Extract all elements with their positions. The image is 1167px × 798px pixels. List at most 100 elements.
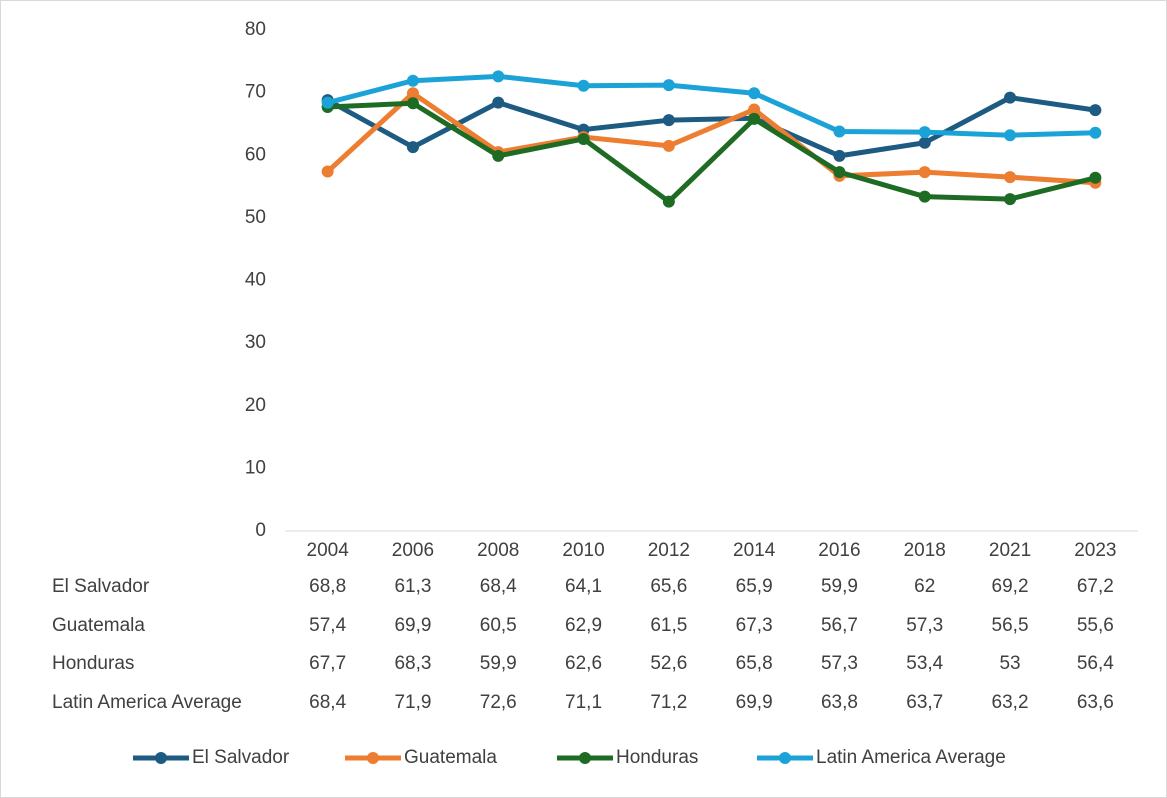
- data-point: [918, 136, 931, 149]
- data-point: [918, 190, 931, 203]
- table-cell: 61,5: [650, 615, 687, 636]
- series-line: [327, 100, 1096, 205]
- series-line: [325, 90, 1096, 186]
- data-point: [748, 87, 761, 100]
- x-tick-label: 2004: [307, 540, 350, 561]
- table-cell: 71,2: [650, 692, 687, 713]
- data-point: [492, 70, 505, 83]
- data-point: [1089, 104, 1102, 117]
- table-cell: 64,1: [565, 576, 602, 597]
- x-tick-label: 2014: [733, 540, 776, 561]
- table-cell: 69,2: [992, 576, 1029, 597]
- table-cell: 55,6: [1077, 615, 1114, 636]
- x-tick-label: 2010: [562, 540, 604, 561]
- table-cell: 67,7: [309, 653, 346, 674]
- x-tick-label: 2023: [1074, 540, 1116, 561]
- table-cell: 59,9: [480, 653, 517, 674]
- legend-marker: [779, 752, 791, 764]
- table-cell: 63,8: [821, 692, 858, 713]
- table-cell: 53,4: [906, 653, 943, 674]
- table-cell: 68,3: [394, 653, 431, 674]
- y-tick-label: 0: [255, 520, 266, 541]
- table-cell: 62,9: [565, 615, 602, 636]
- data-point: [833, 166, 846, 179]
- legend-label: El Salvador: [192, 747, 290, 768]
- data-point: [918, 126, 931, 139]
- data-point: [662, 139, 675, 152]
- data-point: [918, 166, 931, 179]
- table-row-label: Latin America Average: [52, 692, 242, 713]
- data-point: [1004, 91, 1017, 104]
- x-tick-label: 2018: [904, 540, 946, 561]
- y-tick-label: 20: [245, 395, 266, 416]
- table-cell: 62: [914, 576, 935, 597]
- data-point: [833, 149, 846, 162]
- data-point: [406, 74, 419, 87]
- x-tick-label: 2008: [477, 540, 519, 561]
- y-tick-label: 70: [245, 82, 266, 103]
- data-point: [492, 149, 505, 162]
- data-point: [1004, 193, 1017, 206]
- table-cell: 56,7: [821, 615, 858, 636]
- table-cell: 69,9: [736, 692, 773, 713]
- table-cell: 63,6: [1077, 692, 1114, 713]
- table-cell: 71,1: [565, 692, 602, 713]
- data-point: [1004, 129, 1017, 142]
- table-cell: 69,9: [394, 615, 431, 636]
- table-cell: 56,4: [1077, 653, 1114, 674]
- table-row-label: Honduras: [52, 653, 134, 674]
- data-point: [406, 141, 419, 154]
- data-point: [1089, 126, 1102, 139]
- table-cell: 71,9: [394, 692, 431, 713]
- data-point: [833, 125, 846, 138]
- data-point: [662, 79, 675, 92]
- table-cell: 68,4: [309, 692, 346, 713]
- x-tick-label: 2021: [989, 540, 1031, 561]
- y-tick-label: 10: [245, 457, 266, 478]
- table-cell: 63,7: [906, 692, 943, 713]
- table-cell: 56,5: [992, 615, 1029, 636]
- legend-label: Guatemala: [404, 747, 497, 768]
- table-cell: 53: [999, 653, 1020, 674]
- table-cell: 61,3: [394, 576, 431, 597]
- data-point: [1089, 171, 1102, 184]
- table-row-label: Guatemala: [52, 615, 145, 636]
- table-cell: 57,3: [906, 615, 943, 636]
- data-point: [406, 97, 419, 110]
- table-cell: 67,2: [1077, 576, 1114, 597]
- legend-marker: [155, 752, 167, 764]
- table-cell: 68,4: [480, 576, 517, 597]
- table-cell: 59,9: [821, 576, 858, 597]
- legend-label: Honduras: [616, 747, 698, 768]
- table-cell: 65,8: [736, 653, 773, 674]
- y-tick-label: 40: [245, 270, 266, 291]
- table-cell: 65,6: [650, 576, 687, 597]
- table-cell: 67,3: [736, 615, 773, 636]
- legend-marker: [579, 752, 591, 764]
- data-point: [406, 87, 419, 100]
- y-tick-label: 60: [245, 144, 266, 165]
- x-tick-label: 2012: [648, 540, 690, 561]
- table-cell: 57,3: [821, 653, 858, 674]
- table-cell: 52,6: [650, 653, 687, 674]
- x-tick-label: 2016: [818, 540, 860, 561]
- table-cell: 68,8: [309, 576, 346, 597]
- y-tick-label: 80: [245, 19, 266, 40]
- legend-marker: [367, 752, 379, 764]
- x-tick-label: 2006: [392, 540, 434, 561]
- data-point: [577, 79, 590, 92]
- data-point: [748, 112, 761, 125]
- table-cell: 63,2: [992, 692, 1029, 713]
- table-cell: 62,6: [565, 653, 602, 674]
- y-tick-label: 50: [245, 207, 266, 228]
- data-point: [577, 132, 590, 145]
- data-point: [321, 96, 334, 109]
- table-cell: 57,4: [309, 615, 346, 636]
- table-row-label: El Salvador: [52, 576, 150, 597]
- data-point: [492, 96, 505, 109]
- y-tick-label: 30: [245, 332, 266, 353]
- table-cell: 72,6: [480, 692, 517, 713]
- data-point: [321, 165, 334, 178]
